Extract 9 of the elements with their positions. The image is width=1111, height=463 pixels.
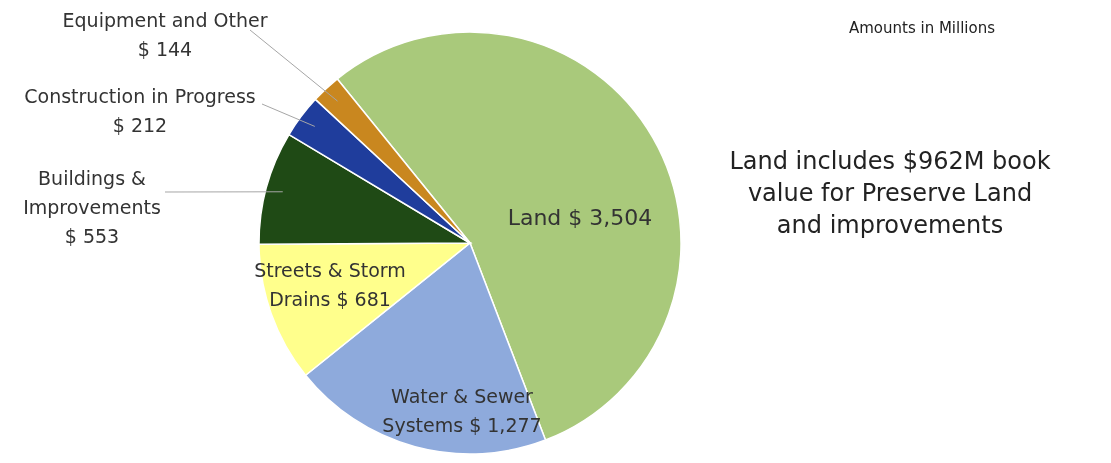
slice-label: Land $ 3,504	[507, 205, 653, 230]
slice-label: Buildings & Improvements	[23, 167, 161, 218]
data-label: $ 144	[137, 38, 193, 60]
text: Land includes $962M book value for Preserve Land and improvements	[729, 147, 1051, 239]
slice-label: Construction in Progress	[24, 85, 256, 107]
data-label: $ 553	[64, 225, 120, 247]
slice-label: Equipment and Other	[62, 9, 268, 31]
text: Amounts in Millions	[848, 19, 996, 37]
data-label: $ 212	[112, 114, 168, 136]
